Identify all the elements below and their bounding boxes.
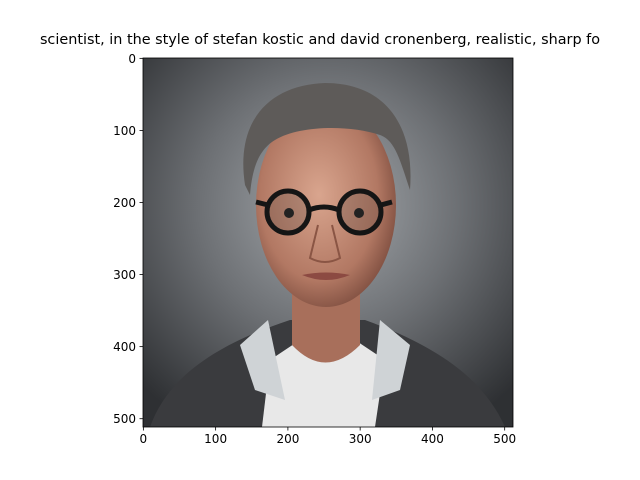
x-tick-label: 100 xyxy=(204,432,227,446)
y-tick-label: 0 xyxy=(128,52,136,66)
y-tick-label: 100 xyxy=(113,124,136,138)
y-tick-label: 500 xyxy=(113,412,136,426)
chart-title: scientist, in the style of stefan kostic… xyxy=(40,32,600,48)
x-tick-label: 300 xyxy=(349,432,372,446)
image xyxy=(143,58,513,427)
x-tick-label: 200 xyxy=(276,432,299,446)
axes-frame xyxy=(142,57,514,428)
y-tick-label: 400 xyxy=(113,340,136,354)
y-tick-label: 200 xyxy=(113,196,136,210)
x-tick-label: 500 xyxy=(493,432,516,446)
x-tick-label: 400 xyxy=(421,432,444,446)
y-tick-label: 300 xyxy=(113,268,136,282)
x-tick-label: 0 xyxy=(140,432,148,446)
